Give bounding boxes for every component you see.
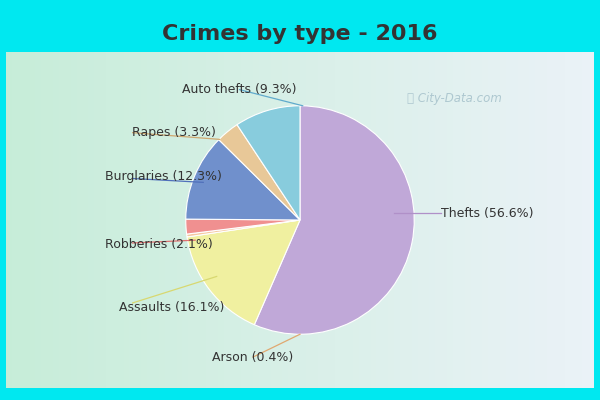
Text: Assaults (16.1%): Assaults (16.1%) bbox=[119, 301, 224, 314]
Text: Thefts (56.6%): Thefts (56.6%) bbox=[441, 207, 533, 220]
Wedge shape bbox=[254, 106, 414, 334]
Text: ⓘ City-Data.com: ⓘ City-Data.com bbox=[407, 92, 502, 105]
Text: Auto thefts (9.3%): Auto thefts (9.3%) bbox=[182, 83, 297, 96]
Wedge shape bbox=[186, 219, 300, 234]
Text: Arson (0.4%): Arson (0.4%) bbox=[212, 350, 293, 364]
Wedge shape bbox=[237, 106, 300, 220]
Text: Burglaries (12.3%): Burglaries (12.3%) bbox=[105, 170, 222, 184]
Wedge shape bbox=[219, 125, 300, 220]
Text: Rapes (3.3%): Rapes (3.3%) bbox=[132, 126, 216, 139]
Text: Crimes by type - 2016: Crimes by type - 2016 bbox=[162, 24, 438, 44]
Wedge shape bbox=[187, 220, 300, 237]
Wedge shape bbox=[187, 220, 300, 325]
Wedge shape bbox=[186, 140, 300, 220]
Text: Robberies (2.1%): Robberies (2.1%) bbox=[105, 238, 213, 251]
